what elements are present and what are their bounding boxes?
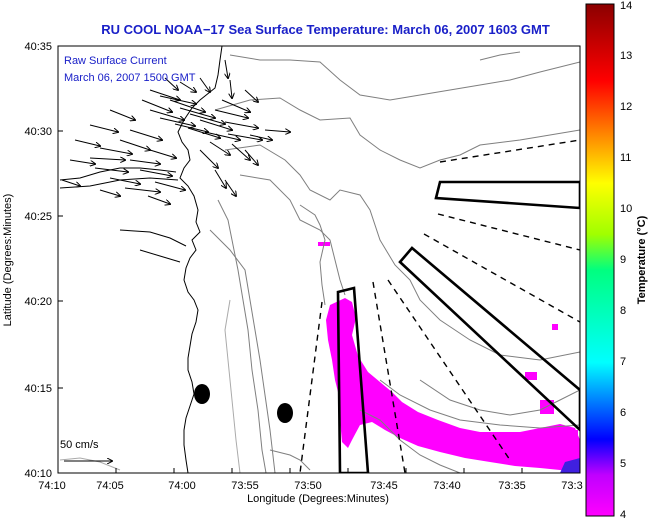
colorbar-tick-label: 10 xyxy=(620,203,632,215)
y-tick-label: 40:15 xyxy=(24,383,52,395)
sector-outlines xyxy=(336,180,580,473)
x-tick-label: 73:50 xyxy=(294,480,322,492)
x-tick-label: 73:45 xyxy=(370,480,398,492)
colorbar-tick-label: 11 xyxy=(620,152,631,164)
x-tick-label: 74:05 xyxy=(96,480,124,492)
coastline xyxy=(177,46,223,473)
x-tick-labels: 74:10 74:05 74:00 73:55 73:50 73:45 73:4… xyxy=(38,480,582,492)
colorbar xyxy=(585,3,615,517)
colorbar-tick-label: 6 xyxy=(620,407,626,419)
plot-frame xyxy=(57,45,581,474)
current-vectors xyxy=(61,59,290,204)
mooring-marker xyxy=(194,384,210,404)
y-tick-label: 40:20 xyxy=(24,296,52,308)
colorbar-label: Temperature (°C) xyxy=(636,215,648,304)
legend-line-2: March 06, 2007 1500 GMT xyxy=(64,72,196,84)
colorbar-tick-label: 13 xyxy=(620,50,632,62)
x-tick-label: 74:00 xyxy=(168,480,196,492)
sst-warm-edge xyxy=(560,458,580,473)
colorbar-tick-label: 5 xyxy=(620,458,626,470)
sector-dashed-lines xyxy=(299,139,580,473)
y-tick-marks xyxy=(58,45,63,474)
x-axis-label: Longitude (Degrees:Minutes) xyxy=(247,493,389,505)
colorbar-tick-label: 9 xyxy=(620,254,626,266)
y-tick-label: 40:25 xyxy=(24,211,52,223)
x-tick-marks xyxy=(57,468,581,473)
scale-label: 50 cm/s xyxy=(60,439,99,451)
x-tick-label: 73:3 xyxy=(561,480,582,492)
bathymetry-contours xyxy=(59,51,580,473)
legend-line-1: Raw Surface Current xyxy=(64,55,167,67)
colorbar-tick-label: 4 xyxy=(620,509,626,519)
colorbar-tick-label: 14 xyxy=(620,0,632,12)
map-title: RU COOL NOAA−17 Sea Surface Temperature:… xyxy=(101,22,550,37)
y-axis-label: Latitude (Degrees:Minutes) xyxy=(2,194,14,327)
mooring-marker xyxy=(277,403,293,423)
x-tick-label: 73:35 xyxy=(498,480,526,492)
y-tick-label: 40:30 xyxy=(24,126,52,138)
colorbar-tick-label: 7 xyxy=(620,356,626,368)
colorbar-tick-labels: 14 13 12 11 10 9 8 7 6 5 4 xyxy=(620,0,632,519)
colorbar-tick-label: 8 xyxy=(620,305,626,317)
x-tick-label: 73:55 xyxy=(231,480,259,492)
y-tick-label: 40:35 xyxy=(24,41,52,53)
x-tick-label: 74:10 xyxy=(38,480,66,492)
colorbar-tick-label: 12 xyxy=(620,101,632,113)
y-tick-labels: 40:35 40:30 40:25 40:20 40:15 40:10 xyxy=(24,41,52,480)
plot-area xyxy=(58,46,580,473)
y-tick-label: 40:10 xyxy=(24,468,52,480)
x-tick-label: 73:40 xyxy=(433,480,461,492)
